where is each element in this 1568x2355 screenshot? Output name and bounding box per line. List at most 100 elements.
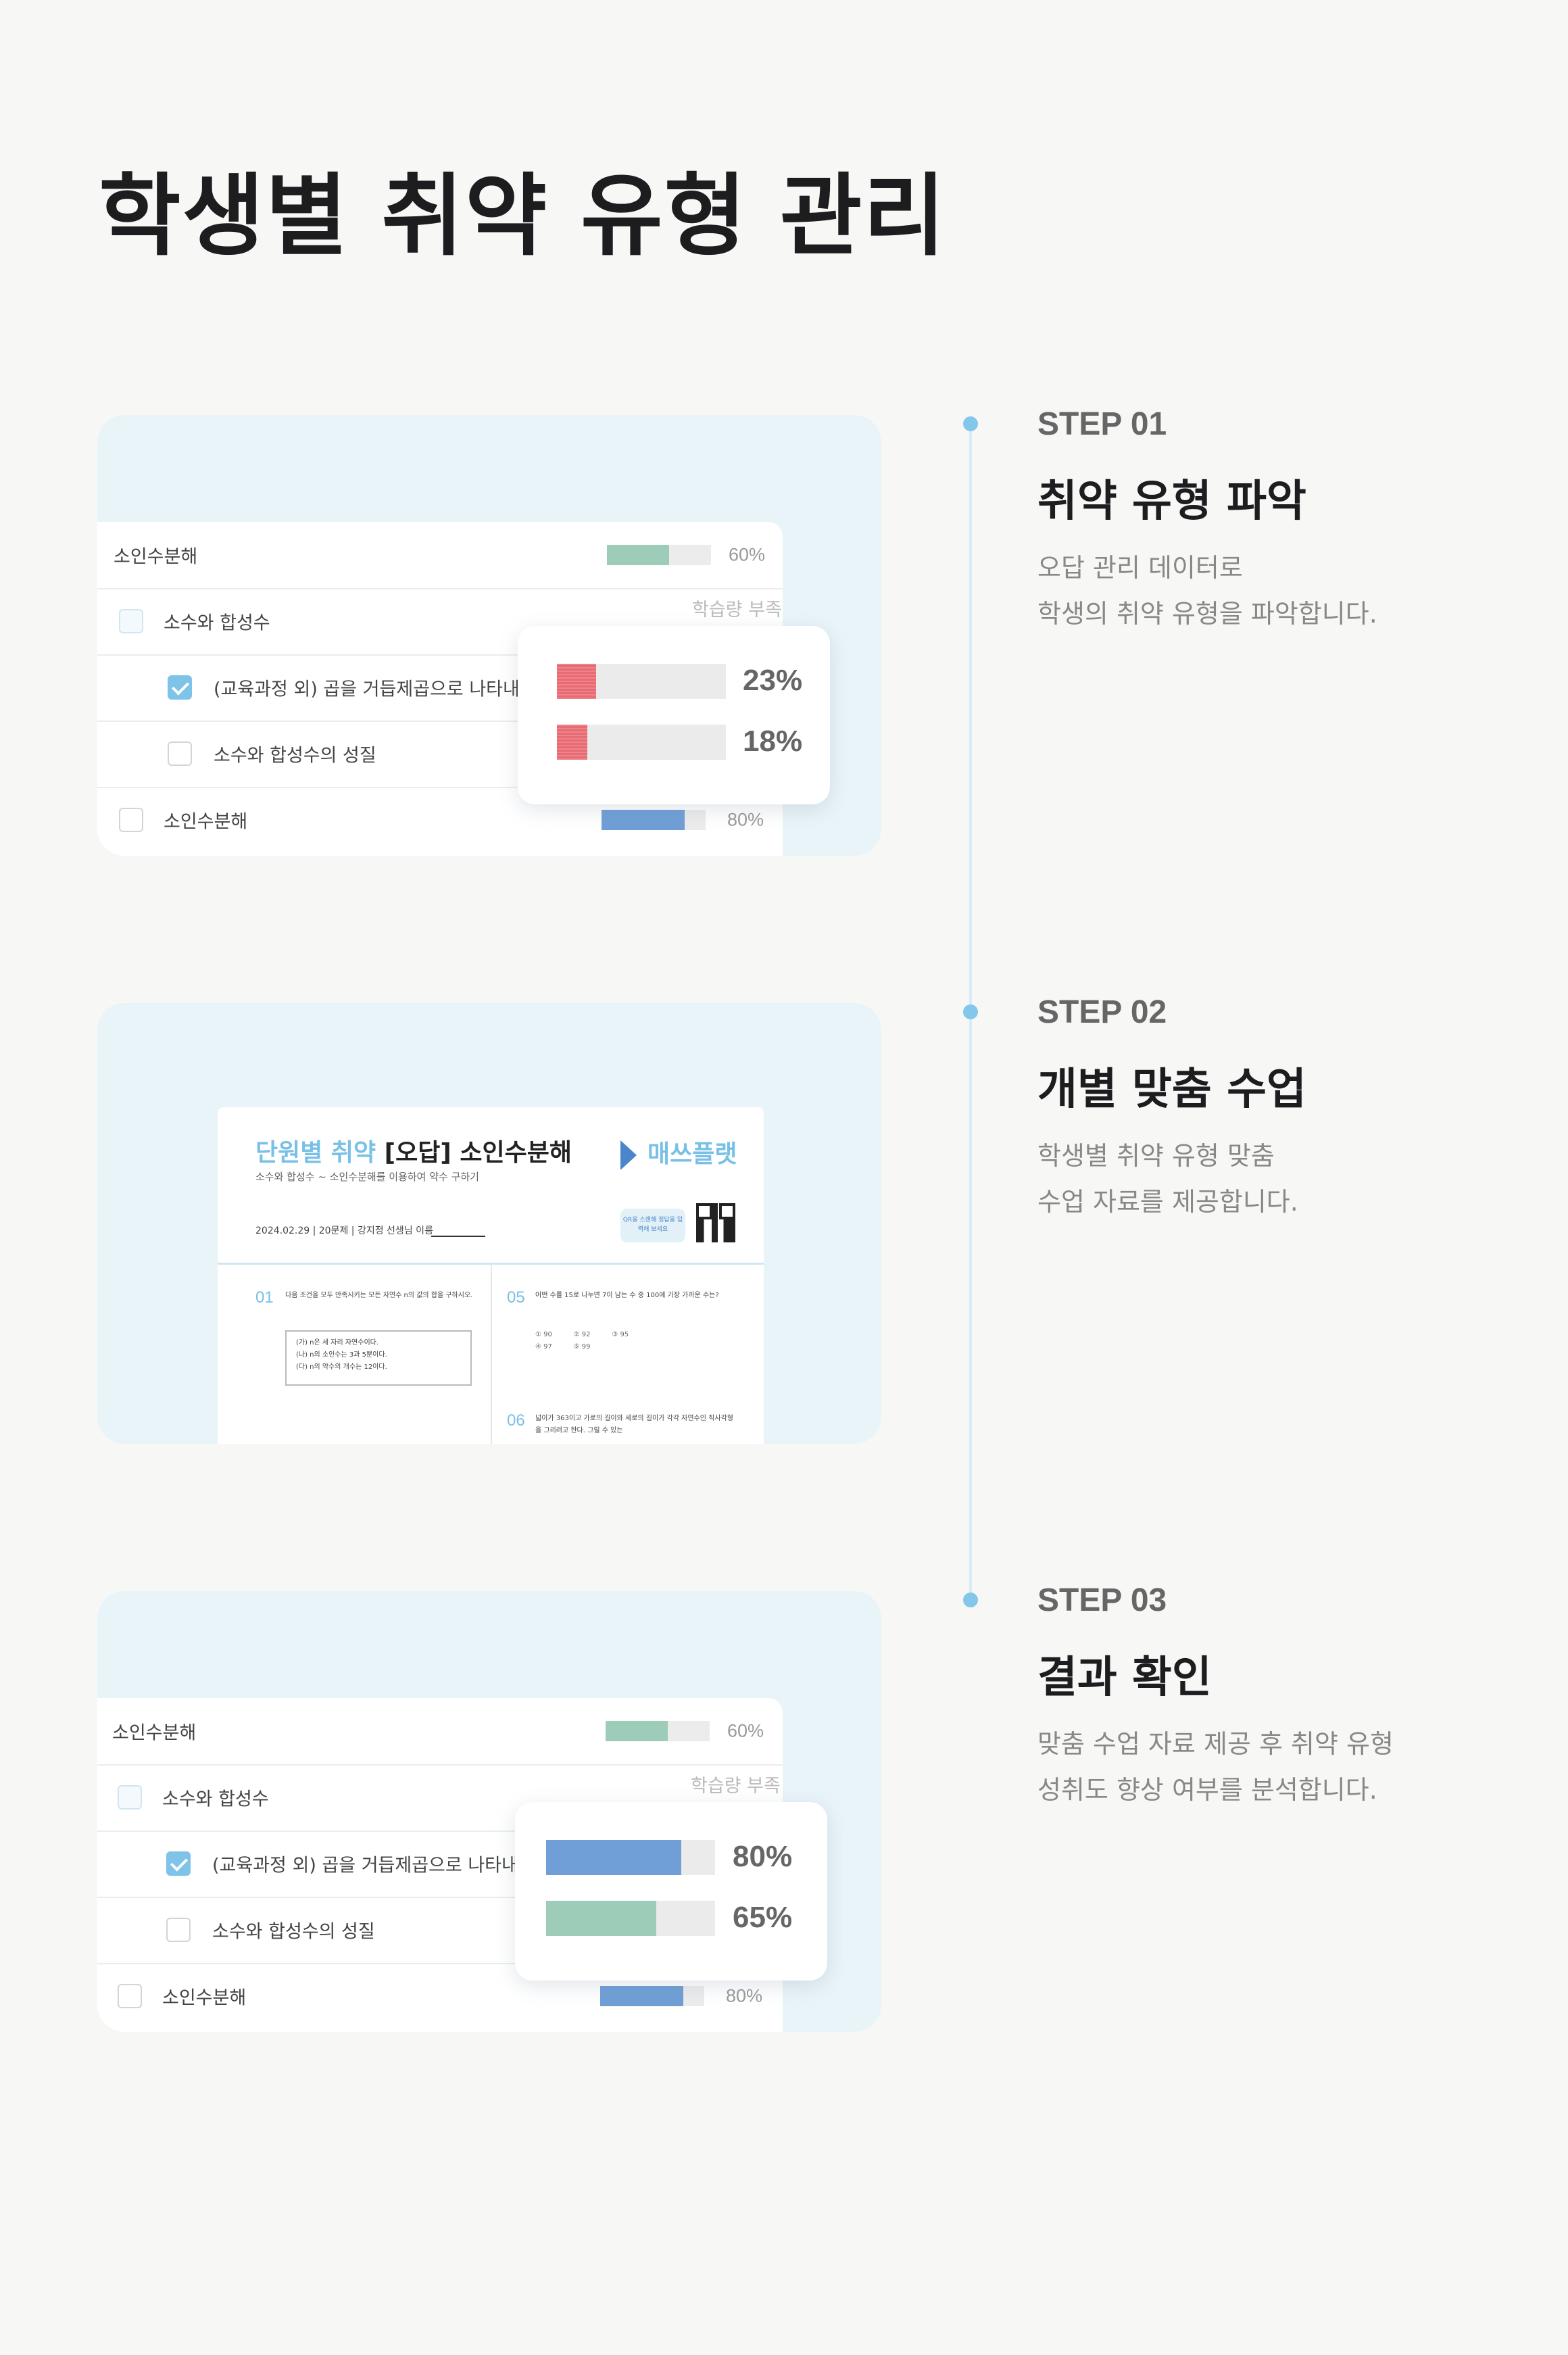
progress-fill: [600, 1986, 684, 2006]
brand-logo: 매쓰플랫: [620, 1134, 737, 1170]
answer-choices: ① 90 ② 92 ③ 95 ④ 97 ⑤ 99: [535, 1331, 629, 1351]
checkbox[interactable]: [168, 742, 192, 766]
row-label: 소인수분해: [164, 811, 248, 833]
accuracy-bar: [546, 1901, 715, 1936]
subtopic-row[interactable]: 소수와 합성수의 성질: [97, 1897, 783, 1964]
checkbox[interactable]: [166, 1918, 191, 1942]
progress-percent: 60%: [727, 1720, 764, 1741]
row-label: (교육과정 외) 곱을 거듭제곱으로 나타내: [212, 1855, 518, 1876]
row-label: 소수와 합성수의 성질: [214, 745, 376, 767]
condition-line: (나) n의 소인수는 3과 5뿐이다.: [296, 1351, 387, 1359]
checkbox[interactable]: [119, 808, 143, 832]
status-label: 학습량 부족: [692, 600, 782, 621]
worksheet-title: 단원별 취약 [오답] 소인수분해: [255, 1133, 572, 1168]
status-label: 학습량 부족: [691, 1776, 781, 1797]
qr-code-icon: [696, 1203, 735, 1242]
row-label: 소인수분해: [112, 1722, 197, 1744]
accuracy-percent: 23%: [743, 664, 803, 697]
step-01-label: STEP 01: [1037, 406, 1167, 442]
step-01-title: 취약 유형 파악: [1037, 477, 1306, 527]
question-text: 다음 조건을 모두 만족시키는 모든 자연수 n의 값의 합을 구하시오.: [285, 1292, 473, 1299]
worksheet-title-highlight: 단원별 취약: [255, 1139, 376, 1167]
worksheet-title-rest: [오답] 소인수분해: [376, 1139, 572, 1167]
progress-bar: [600, 1986, 704, 2006]
accuracy-popup: 80% 65%: [515, 1802, 827, 1981]
step-03-desc-line: 맞춤 수업 자료 제공 후 취약 유형: [1037, 1729, 1394, 1759]
subtopic-row[interactable]: 소수와 합성수의 성질: [97, 721, 783, 788]
progress-percent: 80%: [727, 809, 764, 830]
checkbox[interactable]: [118, 1785, 142, 1810]
column-divider: [491, 1265, 492, 1444]
worksheet-subtitle: 소수와 합성수 ~ 소인수분해를 이용하여 약수 구하기: [255, 1171, 479, 1183]
accuracy-fill: [557, 664, 596, 699]
divider: [218, 1263, 764, 1265]
subtopic-row[interactable]: (교육과정 외) 곱을 거듭제곱으로 나타내: [97, 654, 783, 722]
progress-percent: 80%: [726, 1985, 763, 2006]
checkbox-checked[interactable]: [166, 1851, 191, 1876]
progress-fill: [602, 810, 685, 830]
question-number: 05: [507, 1288, 525, 1307]
condition-box: (가) n은 세 자리 자연수이다. (나) n의 소인수는 3과 5뿐이다. …: [285, 1330, 472, 1386]
step-03-title: 결과 확인: [1037, 1653, 1212, 1703]
unit-row[interactable]: 소인수분해 60%: [97, 522, 783, 589]
progress-bar: [602, 810, 706, 830]
accuracy-percent: 80%: [733, 1840, 793, 1873]
question-text: 어떤 수를 15로 나누면 7이 남는 수 중 100에 가장 가까운 수는?: [535, 1292, 719, 1299]
step-02-dot: [963, 1004, 978, 1019]
question-text: 넓이가 363이고 가로의 길이와 세로의 길이가 각각 자연수인 직사각형을 …: [535, 1415, 733, 1434]
progress-fill: [607, 545, 670, 565]
result-list-panel: 소인수분해 60% 소수와 합성수 학습량 부족 (교육과정 외) 곱을 거듭제…: [97, 1591, 881, 2032]
question-number: 01: [255, 1288, 274, 1307]
topic-row[interactable]: 소수와 합성수 학습량 부족: [97, 588, 783, 656]
accuracy-popup: 23% 18%: [518, 626, 830, 804]
accuracy-fill: [546, 1840, 681, 1875]
question-number: 06: [507, 1411, 525, 1430]
worksheet-meta: 2024.02.29 | 20문제 | 강지정 선생님 이름: [255, 1225, 433, 1236]
step-02-label: STEP 02: [1037, 994, 1167, 1030]
row-label: 소수와 합성수: [162, 1789, 269, 1810]
step-02-title: 개별 맞춤 수업: [1037, 1065, 1306, 1115]
step-03-desc: 맞춤 수업 자료 제공 후 취약 유형 성취도 향상 여부를 분석합니다.: [1037, 1721, 1394, 1813]
worksheet: 단원별 취약 [오답] 소인수분해 소수와 합성수 ~ 소인수분해를 이용하여 …: [218, 1107, 764, 1444]
step-03-label: STEP 03: [1037, 1582, 1167, 1618]
unit-row[interactable]: 소인수분해 60%: [97, 1698, 783, 1766]
unit-row[interactable]: 소인수분해 80%: [97, 1963, 783, 2029]
progress-fill: [606, 1721, 668, 1741]
subtopic-row[interactable]: (교육과정 외) 곱을 거듭제곱으로 나타내: [97, 1830, 783, 1898]
step-03-dot: [963, 1593, 978, 1607]
topic-row[interactable]: 소수와 합성수 학습량 부족: [97, 1764, 783, 1832]
row-label: 소수와 합성수: [164, 612, 270, 634]
step-03-desc-line: 성취도 향상 여부를 분석합니다.: [1037, 1775, 1377, 1805]
condition-line: (가) n은 세 자리 자연수이다.: [296, 1339, 379, 1346]
row-label: (교육과정 외) 곱을 거듭제곱으로 나타내: [214, 679, 520, 700]
accuracy-bar: [546, 1840, 715, 1875]
unit-row[interactable]: 소인수분해 80%: [97, 787, 783, 853]
brand-mark-icon: [620, 1140, 637, 1170]
page-title: 학생별 취약 유형 관리: [99, 164, 947, 268]
accuracy-percent: 65%: [733, 1901, 793, 1934]
condition-line: (다) n의 약수의 개수는 12이다.: [296, 1363, 387, 1371]
progress-bar: [606, 1721, 710, 1741]
step-01-dot: [963, 416, 978, 431]
accuracy-bar: [557, 664, 726, 699]
accuracy-fill: [557, 725, 587, 760]
checkbox-checked[interactable]: [168, 675, 192, 700]
step-01-desc: 오답 관리 데이터로 학생의 취약 유형을 파악합니다.: [1037, 545, 1377, 637]
checkbox[interactable]: [119, 609, 143, 633]
name-underline: [431, 1236, 485, 1237]
progress-percent: 60%: [729, 544, 766, 565]
step-02-desc-line: 수업 자료를 제공합니다.: [1037, 1187, 1298, 1217]
accuracy-fill: [546, 1901, 656, 1936]
accuracy-bar: [557, 725, 726, 760]
step-02-desc: 학생별 취약 유형 맞춤 수업 자료를 제공합니다.: [1037, 1133, 1298, 1225]
brand-name: 매쓰플랫: [647, 1140, 737, 1168]
weakness-list-panel: 소인수분해 60% 소수와 합성수 학습량 부족 (교육과정 외) 곱을 거듭제…: [97, 415, 881, 856]
step-01-desc-line: 오답 관리 데이터로: [1037, 553, 1243, 583]
progress-bar: [607, 545, 711, 565]
checkbox[interactable]: [118, 1984, 142, 2008]
worksheet-panel: 단원별 취약 [오답] 소인수분해 소수와 합성수 ~ 소인수분해를 이용하여 …: [97, 1003, 881, 1444]
accuracy-percent: 18%: [743, 725, 803, 758]
qr-badge: QR을 스캔해 정답을 입력해 보세요: [620, 1209, 685, 1242]
step-02-desc-line: 학생별 취약 유형 맞춤: [1037, 1141, 1275, 1171]
step-01-desc-line: 학생의 취약 유형을 파악합니다.: [1037, 599, 1377, 629]
